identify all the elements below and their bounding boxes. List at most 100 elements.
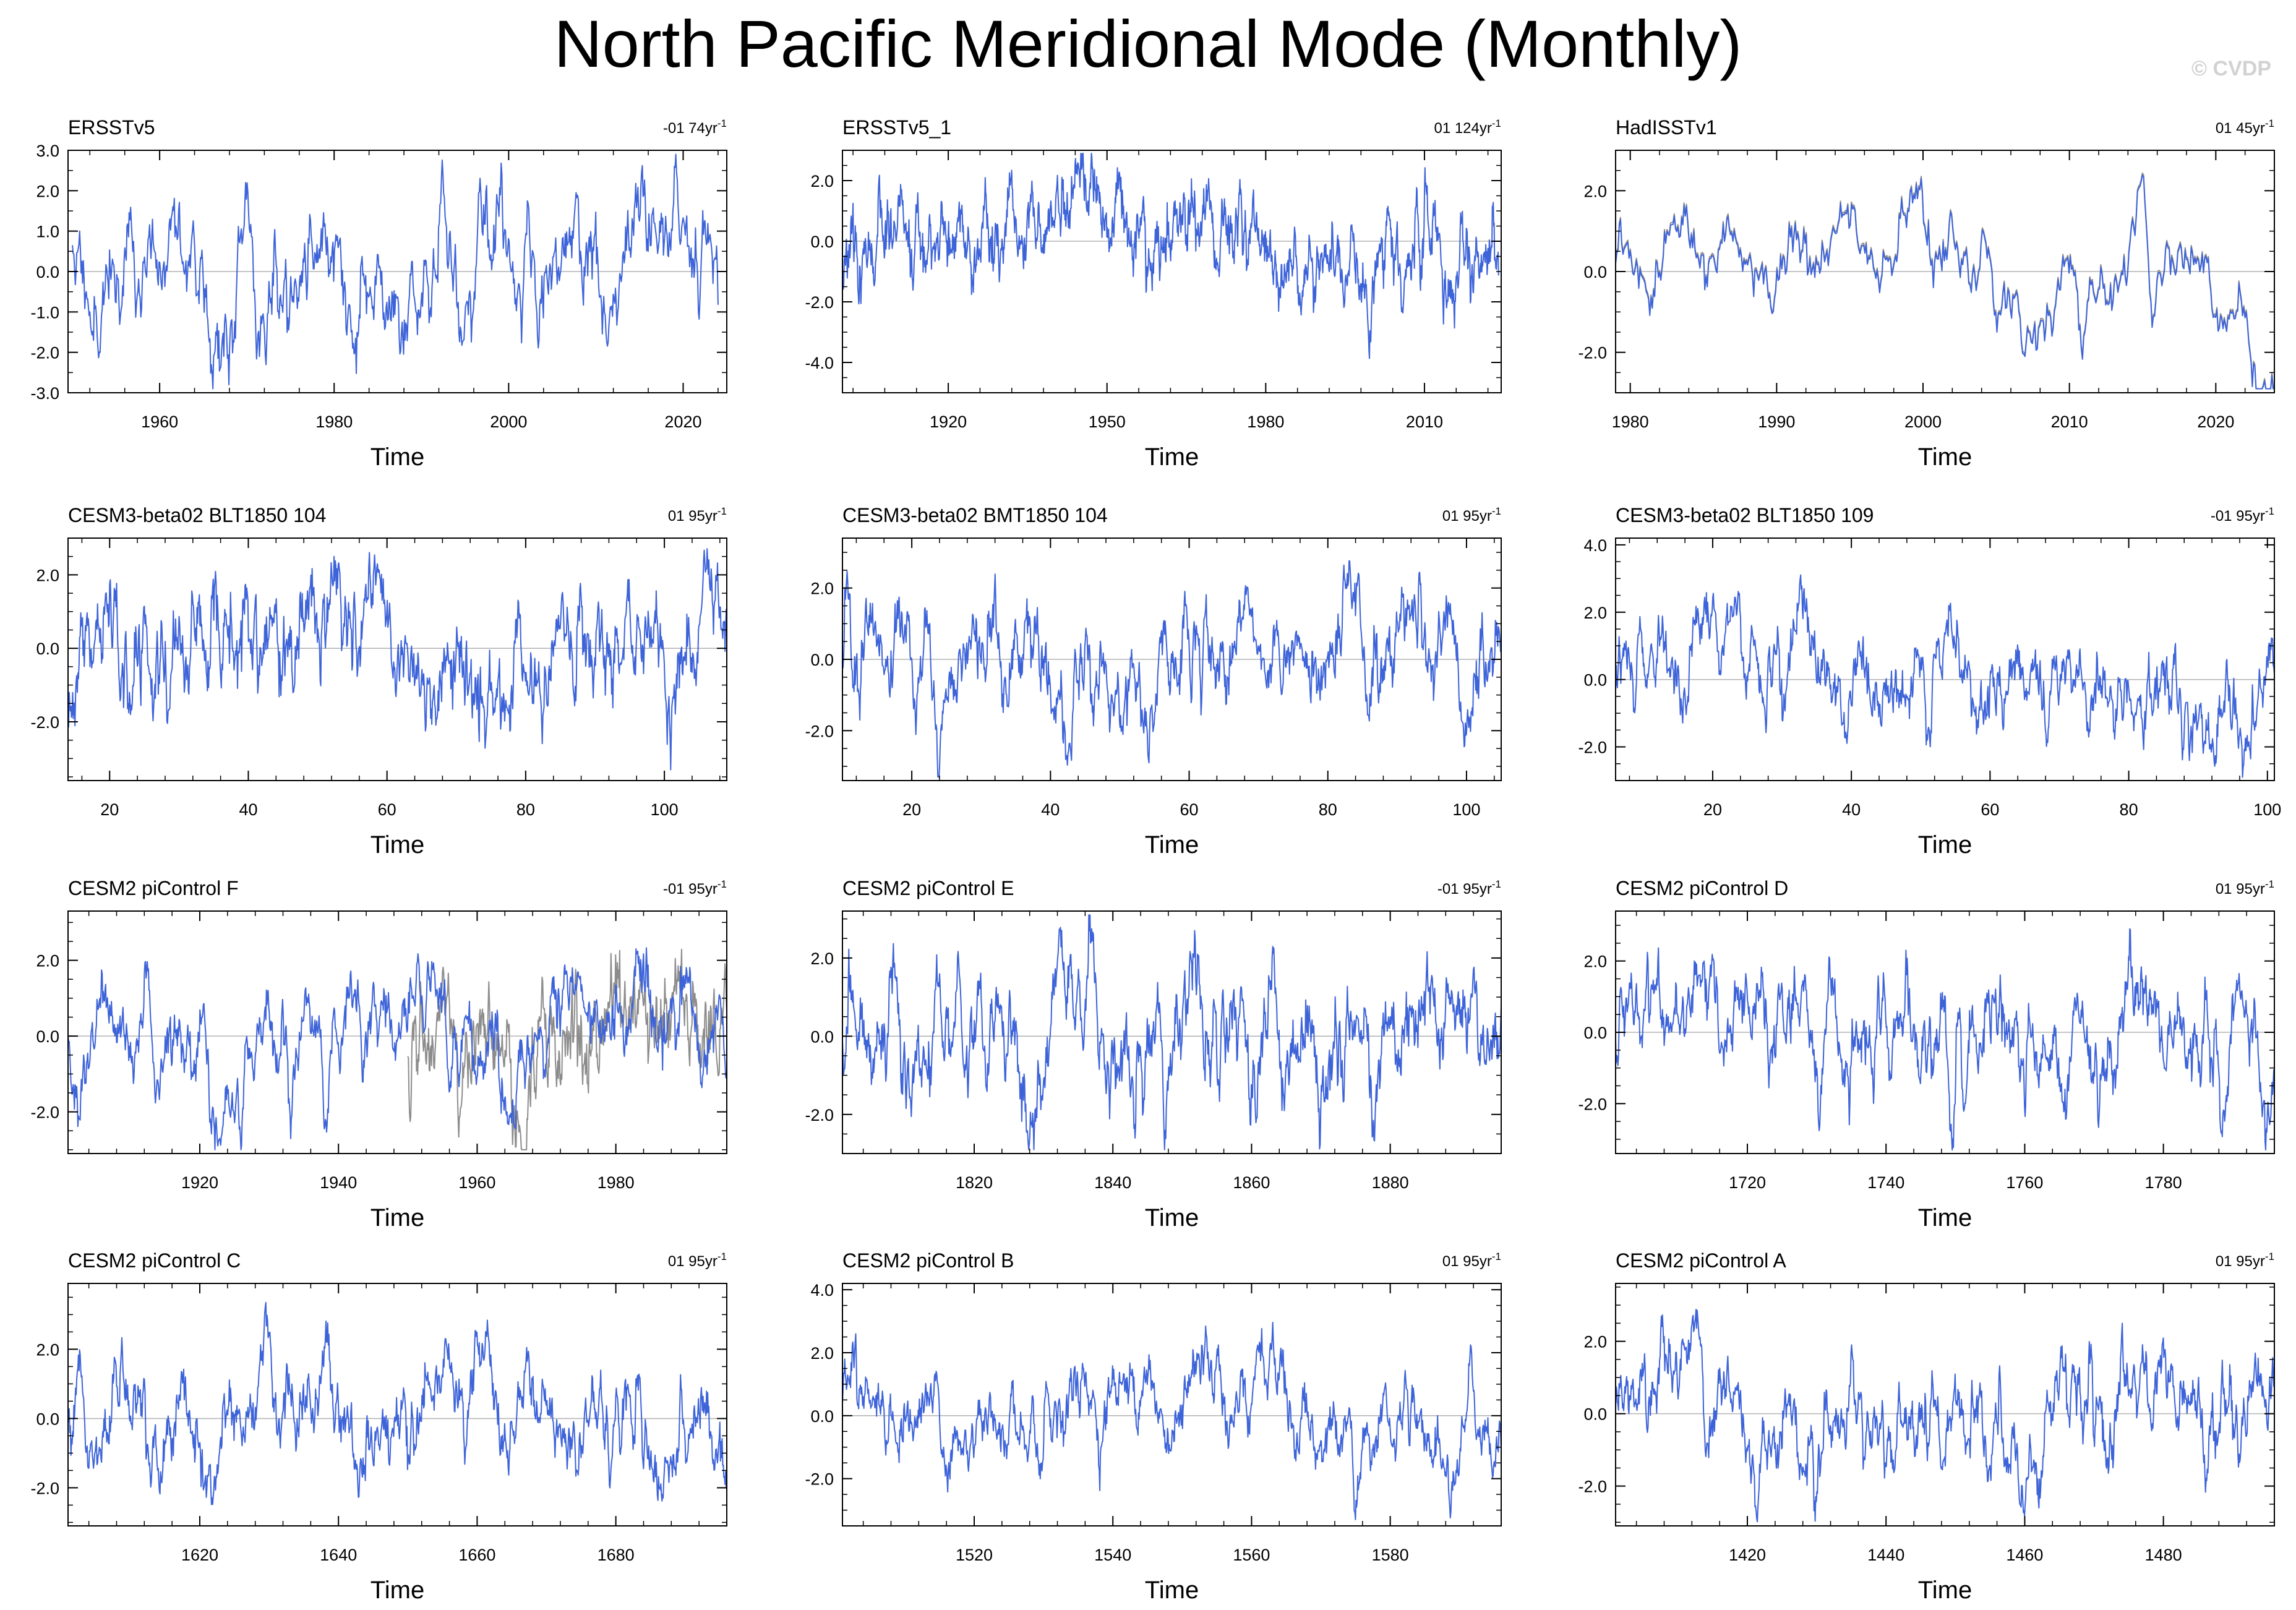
- x-tick-label: 20: [100, 800, 119, 819]
- x-tick-label: 1980: [315, 413, 353, 431]
- x-axis-title: Time: [1145, 443, 1199, 471]
- series-line-1: [842, 152, 1499, 359]
- figure-title: North Pacific Meridional Mode (Monthly): [554, 6, 1742, 81]
- trend-annotation: 01 95yr-1: [668, 1251, 727, 1270]
- y-tick-label: -2.0: [1578, 739, 1607, 757]
- chart-panel-6: CESM3-beta02 BLT1850 109 -01 95yr-1 -2.0 0.…: [1578, 504, 2281, 859]
- series-line-1: [842, 1322, 1501, 1520]
- y-tick-label: 0.0: [36, 263, 59, 281]
- y-tick-label: -4.0: [805, 354, 834, 372]
- x-tick-label: 100: [651, 800, 679, 819]
- y-tick-label: -2.0: [30, 1479, 59, 1497]
- x-tick-label: 2020: [2197, 413, 2234, 431]
- panel-title: HadISSTv1: [1616, 116, 1717, 139]
- y-tick-label: 2.0: [1583, 1333, 1607, 1351]
- chart-panel-5: CESM3-beta02 BMT1850 104 01 95yr-1 -2.0 0.0…: [805, 504, 1502, 859]
- plot-frame: [67, 910, 727, 1154]
- x-axis-title: Time: [371, 831, 424, 859]
- series-line-1: [1616, 1309, 2274, 1523]
- y-tick-label: 2.0: [1583, 604, 1607, 622]
- trend-superscript: -1: [1492, 878, 1501, 890]
- x-tick-label: 1660: [458, 1546, 495, 1564]
- x-tick-label: 1640: [320, 1546, 357, 1564]
- y-tick-label: 0.0: [36, 1410, 59, 1428]
- x-tick-label: 20: [1703, 800, 1722, 819]
- y-tick-label: -2.0: [1578, 344, 1607, 362]
- x-tick-label: 1420: [1729, 1546, 1766, 1564]
- cvdp-watermark: © CVDP: [2191, 57, 2271, 80]
- trend-superscript: -1: [2265, 118, 2274, 129]
- x-tick-label: 1540: [1094, 1546, 1131, 1564]
- x-tick-label: 1520: [956, 1546, 993, 1564]
- trend-superscript: -1: [2265, 505, 2274, 517]
- series-line-1: [1616, 928, 2274, 1151]
- y-tick-label: 2.0: [36, 566, 59, 584]
- trend-superscript: -1: [1492, 118, 1501, 129]
- x-tick-label: 1620: [181, 1546, 218, 1564]
- x-tick-label: 60: [1180, 800, 1199, 819]
- panel-title: CESM3-beta02 BMT1850 104: [842, 504, 1108, 526]
- x-tick-label: 1960: [458, 1173, 495, 1192]
- y-tick-label: 2.0: [810, 580, 834, 598]
- y-tick-label: 4.0: [810, 1281, 834, 1300]
- x-tick-label: 1480: [2145, 1546, 2182, 1564]
- x-tick-label: 20: [902, 800, 921, 819]
- plot-frame: [67, 537, 727, 781]
- series-line-1: [68, 548, 727, 771]
- y-tick-label: 2.0: [810, 1344, 834, 1363]
- y-tick-label: 2.0: [36, 182, 59, 200]
- y-tick-label: -2.0: [1578, 1478, 1607, 1496]
- x-tick-label: 60: [378, 800, 396, 819]
- y-tick-label: -2.0: [805, 722, 834, 740]
- chart-panel-12: CESM2 piControl A 01 95yr-1 -2.0 0.0 2.0 1420…: [1578, 1249, 2275, 1604]
- x-axis-title: Time: [371, 443, 424, 471]
- trend-superscript: -1: [718, 878, 727, 890]
- trend-superscript: -1: [2265, 1251, 2274, 1262]
- x-axis-title: Time: [1918, 1204, 1972, 1231]
- y-tick-label: 2.0: [1583, 182, 1607, 200]
- x-tick-label: 2000: [1904, 413, 1942, 431]
- y-tick-label: 2.0: [810, 172, 834, 191]
- y-tick-label: 0.0: [36, 1027, 59, 1046]
- x-tick-label: 1880: [1372, 1173, 1409, 1192]
- x-tick-label: 1860: [1233, 1173, 1270, 1192]
- panel-title: ERSSTv5: [68, 116, 155, 139]
- y-tick-label: -2.0: [805, 1470, 834, 1489]
- x-axis-title: Time: [1918, 1577, 1972, 1604]
- y-tick-label: -2.0: [30, 713, 59, 732]
- x-tick-label: 1980: [1612, 413, 1649, 431]
- series-line-1: [842, 914, 1501, 1150]
- x-axis-title: Time: [1145, 1577, 1199, 1604]
- trend-annotation: -01 95yr-1: [2211, 505, 2274, 525]
- y-tick-label: 0.0: [810, 233, 834, 251]
- x-tick-label: 80: [1319, 800, 1337, 819]
- y-tick-label: 0.0: [810, 1407, 834, 1426]
- y-tick-label: 0.0: [1583, 263, 1607, 281]
- plot-frame: [842, 1283, 1502, 1527]
- panel-title: CESM3-beta02 BLT1850 104: [68, 504, 326, 526]
- x-tick-label: 40: [1842, 800, 1861, 819]
- x-tick-label: 1740: [1867, 1173, 1904, 1192]
- x-tick-label: 1780: [2145, 1173, 2182, 1192]
- trend-annotation: -01 95yr-1: [1437, 878, 1501, 897]
- x-tick-label: 1920: [181, 1173, 218, 1192]
- y-tick-label: 0.0: [810, 1027, 834, 1046]
- series-line-2: [1616, 174, 2274, 390]
- y-tick-label: 2.0: [810, 949, 834, 968]
- plot-frame: [67, 1283, 727, 1527]
- chart-panel-8: CESM2 piControl E -01 95yr-1 -2.0 0.0 2.0 182…: [805, 877, 1502, 1231]
- x-tick-label: 1760: [2006, 1173, 2043, 1192]
- panel-title: CESM3-beta02 BLT1850 109: [1616, 504, 1874, 526]
- panel-title: ERSSTv5_1: [842, 116, 951, 139]
- x-tick-label: 1960: [141, 413, 178, 431]
- y-tick-label: -3.0: [30, 384, 59, 403]
- plot-frame: [842, 150, 1502, 393]
- x-tick-label: 40: [1041, 800, 1060, 819]
- panel-title: CESM2 piControl C: [68, 1249, 241, 1272]
- x-tick-label: 1460: [2006, 1546, 2043, 1564]
- y-tick-label: 1.0: [36, 223, 59, 241]
- y-tick-label: 0.0: [1583, 671, 1607, 690]
- trend-superscript: -1: [718, 118, 727, 129]
